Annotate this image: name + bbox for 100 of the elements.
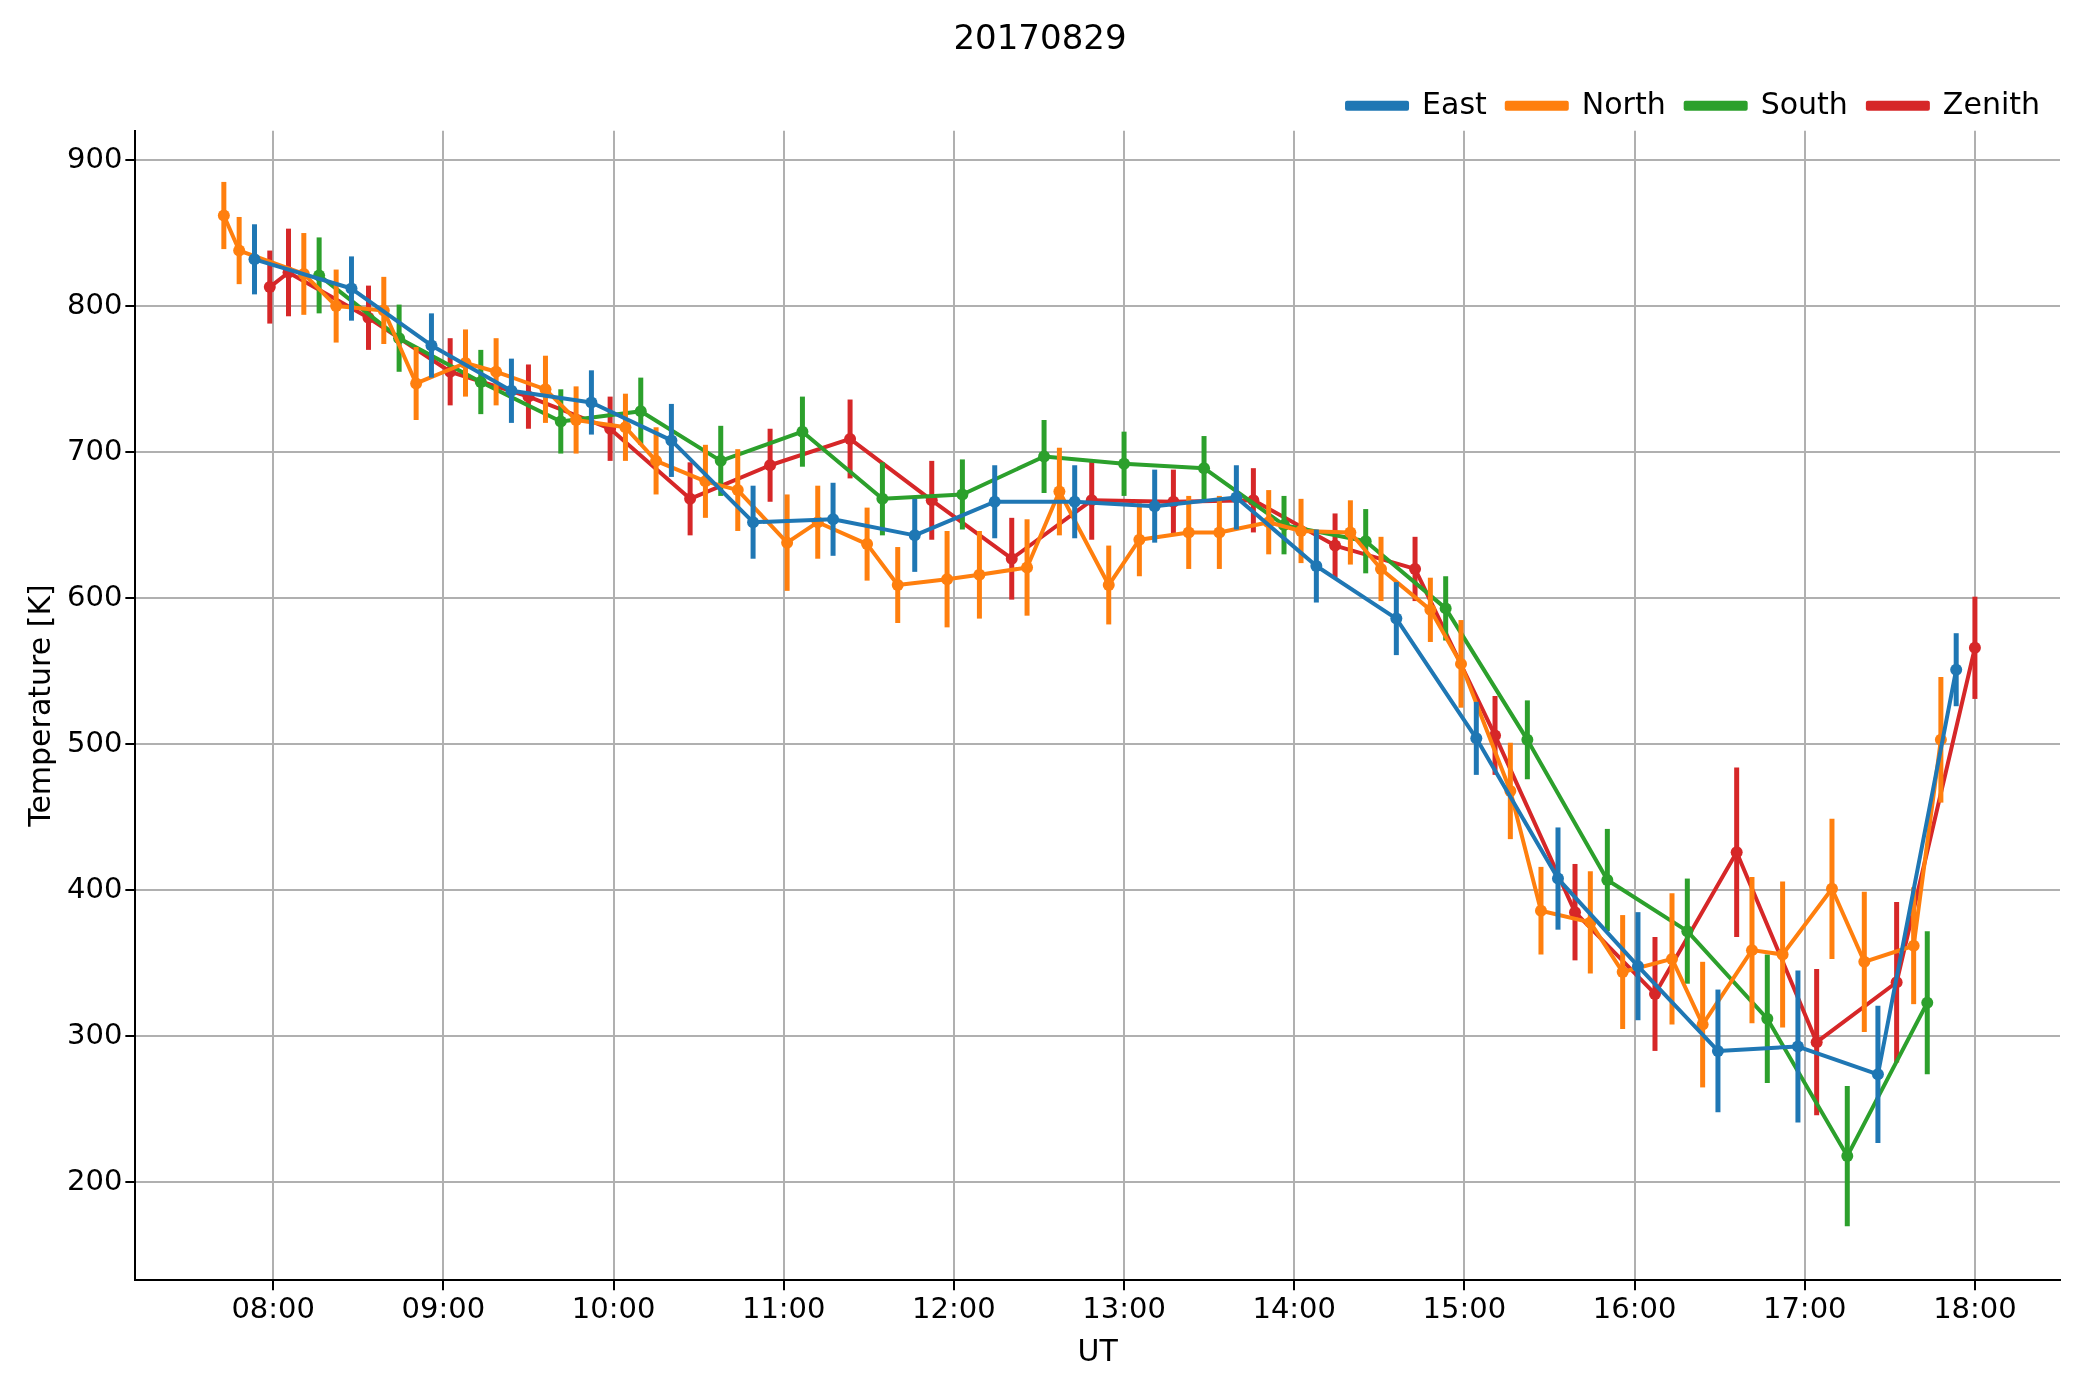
y-tick-label: 800 <box>66 286 123 321</box>
point <box>1329 539 1342 552</box>
point <box>585 396 598 409</box>
point <box>1005 552 1018 565</box>
point <box>1950 663 1963 676</box>
x-tick-label: 10:00 <box>571 1291 656 1326</box>
point <box>1213 526 1226 539</box>
point <box>1439 602 1452 615</box>
point <box>1375 562 1388 575</box>
point <box>908 529 921 542</box>
point <box>1310 560 1323 573</box>
point <box>1534 904 1547 917</box>
point <box>1409 562 1422 575</box>
point <box>1921 996 1934 1009</box>
point <box>665 434 678 447</box>
point <box>554 415 567 428</box>
y-axis-title: Temperature [K] <box>21 584 57 828</box>
point <box>1681 925 1694 938</box>
y-tick-label: 200 <box>66 1162 123 1197</box>
point <box>474 376 487 388</box>
point <box>956 488 969 501</box>
point <box>1666 952 1679 965</box>
point <box>634 405 647 418</box>
point <box>764 459 777 472</box>
point <box>263 281 276 294</box>
point <box>747 516 760 529</box>
point <box>425 339 438 352</box>
legend-label: East <box>1422 85 1488 121</box>
y-tick-label: 300 <box>66 1016 123 1051</box>
point <box>1841 1150 1854 1163</box>
point <box>1858 955 1871 968</box>
point <box>781 536 794 549</box>
point <box>1616 966 1629 979</box>
point <box>1133 533 1146 546</box>
chart-title: 20170829 <box>953 17 1127 58</box>
point <box>861 538 874 551</box>
point <box>1182 526 1195 539</box>
point <box>1601 874 1614 887</box>
legend-label: Zenith <box>1942 85 2041 121</box>
point <box>233 244 246 257</box>
point <box>1102 579 1115 592</box>
legend-label: North <box>1581 85 1666 121</box>
point <box>490 365 503 378</box>
point <box>1761 1012 1774 1025</box>
point <box>505 384 518 397</box>
point <box>1776 948 1789 961</box>
point <box>988 495 1001 508</box>
point <box>1068 495 1081 508</box>
y-tick-label: 700 <box>66 432 123 467</box>
point <box>731 484 744 497</box>
point <box>1745 944 1758 957</box>
x-tick-label: 08:00 <box>231 1291 315 1326</box>
x-tick-label: 16:00 <box>1592 1291 1677 1326</box>
point <box>1810 1036 1823 1049</box>
point <box>1198 462 1211 475</box>
point <box>330 300 343 313</box>
point <box>248 253 261 266</box>
point <box>1344 526 1357 539</box>
point <box>1521 733 1534 746</box>
x-tick-label: 11:00 <box>741 1291 826 1326</box>
x-tick-label: 12:00 <box>912 1291 996 1326</box>
x-axis-title: UT <box>1077 1332 1119 1368</box>
x-tick-label: 17:00 <box>1762 1291 1847 1326</box>
point <box>1907 939 1920 952</box>
point <box>1148 500 1161 513</box>
point <box>217 209 230 222</box>
point <box>1551 872 1564 885</box>
point <box>1569 906 1582 919</box>
point <box>619 421 632 434</box>
x-tick-label: 13:00 <box>1082 1291 1166 1326</box>
point <box>410 377 423 390</box>
point <box>827 513 840 526</box>
point <box>844 432 857 445</box>
y-tick-label: 600 <box>66 578 123 613</box>
point <box>1295 524 1308 537</box>
point <box>345 282 358 295</box>
point <box>1230 491 1243 504</box>
x-tick-label: 15:00 <box>1422 1291 1507 1326</box>
point <box>650 454 663 467</box>
point <box>1424 603 1437 616</box>
point <box>1470 732 1483 745</box>
point <box>1021 561 1034 574</box>
y-tick-label: 400 <box>66 870 123 905</box>
point <box>1711 1044 1724 1057</box>
point <box>973 568 986 581</box>
x-tick-label: 09:00 <box>401 1291 486 1326</box>
point <box>796 425 809 438</box>
x-tick-label: 14:00 <box>1252 1291 1337 1326</box>
point <box>684 492 697 505</box>
y-tick-label: 900 <box>66 140 123 175</box>
point <box>1631 960 1644 973</box>
point <box>1968 641 1981 654</box>
point <box>1038 450 1051 463</box>
point <box>1390 612 1403 625</box>
x-tick-label: 18:00 <box>1933 1291 2017 1326</box>
point <box>1118 457 1131 470</box>
point <box>1871 1068 1884 1081</box>
point <box>1648 987 1661 1000</box>
point <box>891 579 904 592</box>
point <box>941 573 954 586</box>
